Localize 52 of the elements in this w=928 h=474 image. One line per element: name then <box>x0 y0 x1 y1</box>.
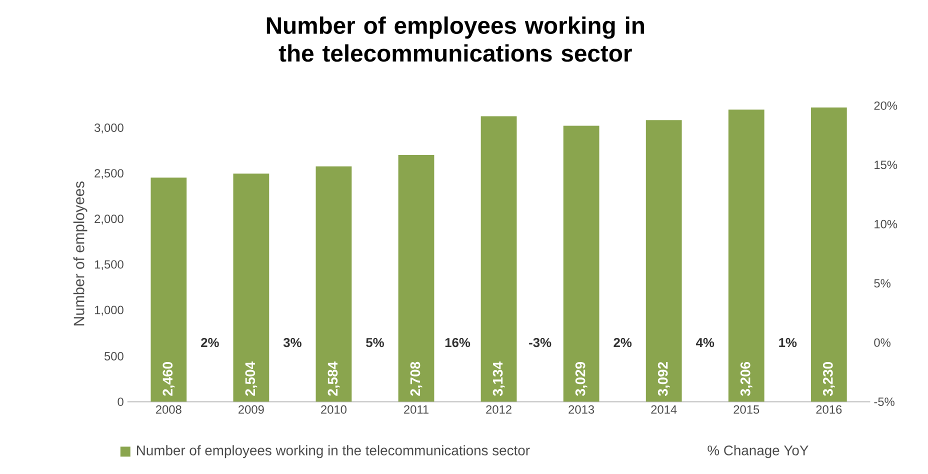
x-tick-label: 2008 <box>156 406 182 414</box>
annotation: 2% <box>201 338 219 348</box>
y2-tick-label: 5% <box>874 279 890 288</box>
y2-tick-label: 20% <box>874 102 898 110</box>
y-tick-label: 3,000 <box>94 124 124 134</box>
bar <box>398 155 434 402</box>
x-tick-label: 2013 <box>568 406 594 414</box>
x-tick-label: 2011 <box>404 406 428 414</box>
bar <box>646 120 682 402</box>
data-label: 2,460 <box>162 362 175 396</box>
y-tick-label: 0 <box>118 398 124 406</box>
bar <box>150 178 187 402</box>
data-label: 3,230 <box>822 362 835 396</box>
y2-tick-label: 15% <box>874 160 898 170</box>
chart-title: Number of employees working in the telecommunications sector <box>266 16 644 62</box>
data-label: 3,092 <box>658 362 670 396</box>
y-tick-label: 2,500 <box>94 169 124 180</box>
annotation: 5% <box>366 338 384 348</box>
x-tick-label: 2010 <box>321 406 347 414</box>
bar <box>233 174 270 402</box>
annotation: 4% <box>696 338 714 348</box>
data-label: 2,504 <box>245 362 258 396</box>
x-tick-label: 2009 <box>238 406 264 414</box>
x-tick-label: 2012 <box>486 406 512 414</box>
bar <box>563 126 600 402</box>
bar <box>316 166 352 402</box>
annotation: -3% <box>529 338 552 348</box>
y2-tick-label: -5% <box>874 398 894 406</box>
data-label: 3,134 <box>492 362 505 396</box>
y-tick-label: 1,500 <box>94 260 124 270</box>
annotation: 16% <box>445 338 470 348</box>
y2-tick-label: 0% <box>874 338 890 347</box>
y-tick-label: 2,000 <box>94 214 124 225</box>
data-label: 2,708 <box>410 362 422 396</box>
annotation: 2% <box>614 338 632 348</box>
x-tick-label: 2016 <box>816 406 842 414</box>
annotation: 3% <box>283 338 302 348</box>
data-label: 3,206 <box>740 362 752 396</box>
x-tick-label: 2015 <box>734 406 760 414</box>
x-tick-label: 2014 <box>651 406 677 414</box>
y-axis-title: Number of employees <box>73 182 88 326</box>
bar <box>480 116 517 402</box>
annotation: 1% <box>779 338 797 348</box>
data-label: 2,584 <box>328 362 340 396</box>
bar <box>810 108 847 402</box>
y2-tick-label: 10% <box>874 220 898 229</box>
legend-label: Number of employees working in the telecommunications sector <box>137 445 530 458</box>
y-tick-label: 500 <box>104 352 124 361</box>
text: % Chanage YoY <box>708 445 808 458</box>
data-label: 3,029 <box>575 362 588 396</box>
bar <box>728 110 764 402</box>
y-tick-label: 1,000 <box>94 306 124 316</box>
